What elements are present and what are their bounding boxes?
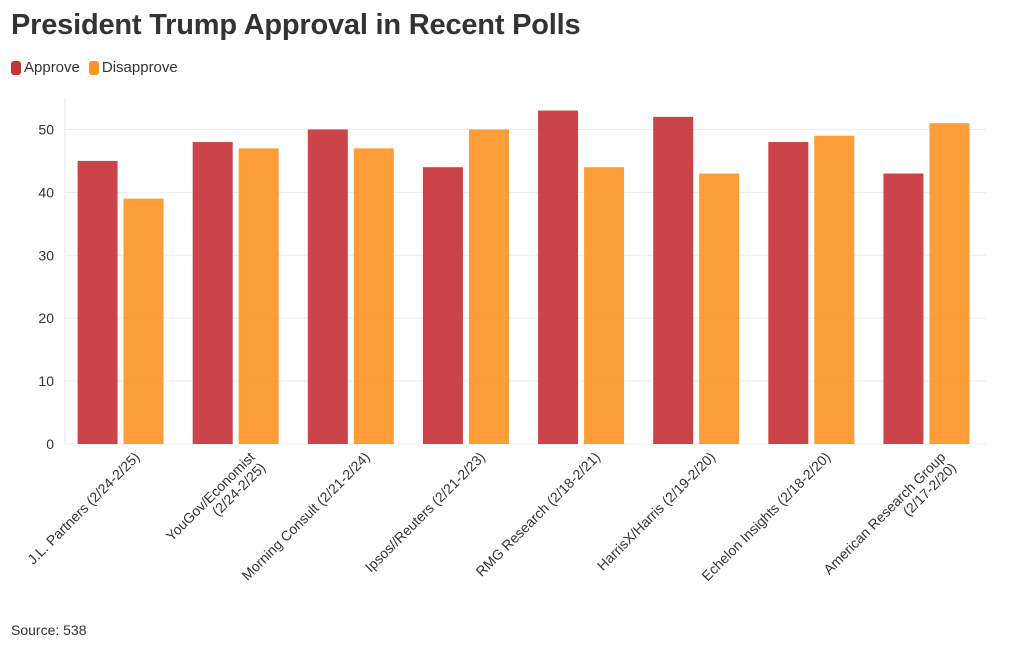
bar-disapprove [699,173,740,444]
legend-label-approve: Approve [24,59,80,76]
x-tick-label: Ipsos//Reuters (2/21-2/23) [362,449,488,575]
legend-item-approve[interactable]: Approve [11,59,80,76]
bar-disapprove [353,148,394,444]
x-tick-label-line: RMG Research (2/18-2/21) [472,449,603,580]
y-tick-label: 30 [38,247,54,263]
legend: Approve Disapprove [11,59,187,76]
bar-approve [538,110,579,444]
source-note: Source: 538 [11,622,87,638]
y-tick-label: 40 [38,184,54,200]
legend-swatch-approve [11,60,21,75]
x-tick-label-line: HarrisX/Harris (2/19-2/20) [594,449,719,574]
legend-label-disapprove: Disapprove [101,59,178,76]
bar-disapprove [123,198,164,444]
y-tick-label: 20 [38,310,54,326]
y-tick-label: 0 [46,436,54,452]
x-tick-label-line: YouGov/Economist [163,449,258,544]
bar-approve [307,129,348,445]
y-tick-label: 10 [38,373,54,389]
x-tick-label-line: Ipsos//Reuters (2/21-2/23) [362,449,488,575]
bar-disapprove [929,123,970,444]
bar-disapprove [814,135,855,444]
bar-approve [422,167,463,444]
bar-approve [883,173,924,444]
x-tick-label: YouGov/Economist(2/24-2/25) [163,449,269,555]
legend-swatch-disapprove [88,60,99,75]
bar-approve [77,160,118,444]
legend-item-disapprove[interactable]: Disapprove [88,59,178,76]
chart-title: President Trump Approval in Recent Polls [11,9,581,41]
y-tick-label: 50 [38,121,54,137]
x-tick-label-line: Echelon Insights (2/18-2/20) [698,449,833,584]
bar-disapprove [238,148,279,444]
x-tick-label: HarrisX/Harris (2/19-2/20) [594,449,719,574]
x-tick-label: J.L. Partners (2/24-2/25) [24,449,143,568]
x-tick-label: RMG Research (2/18-2/21) [472,449,603,580]
x-tick-label-line: J.L. Partners (2/24-2/25) [24,449,143,568]
bar-disapprove [468,129,509,445]
bar-approve [768,142,809,444]
x-tick-label-line: American Research Group [820,449,949,578]
x-tick-label: American Research Group(2/17-2/20) [820,449,959,588]
bar-disapprove [584,167,625,444]
bar-approve [653,116,694,444]
x-tick-label: Echelon Insights (2/18-2/20) [698,449,833,584]
bar-approve [192,142,233,444]
